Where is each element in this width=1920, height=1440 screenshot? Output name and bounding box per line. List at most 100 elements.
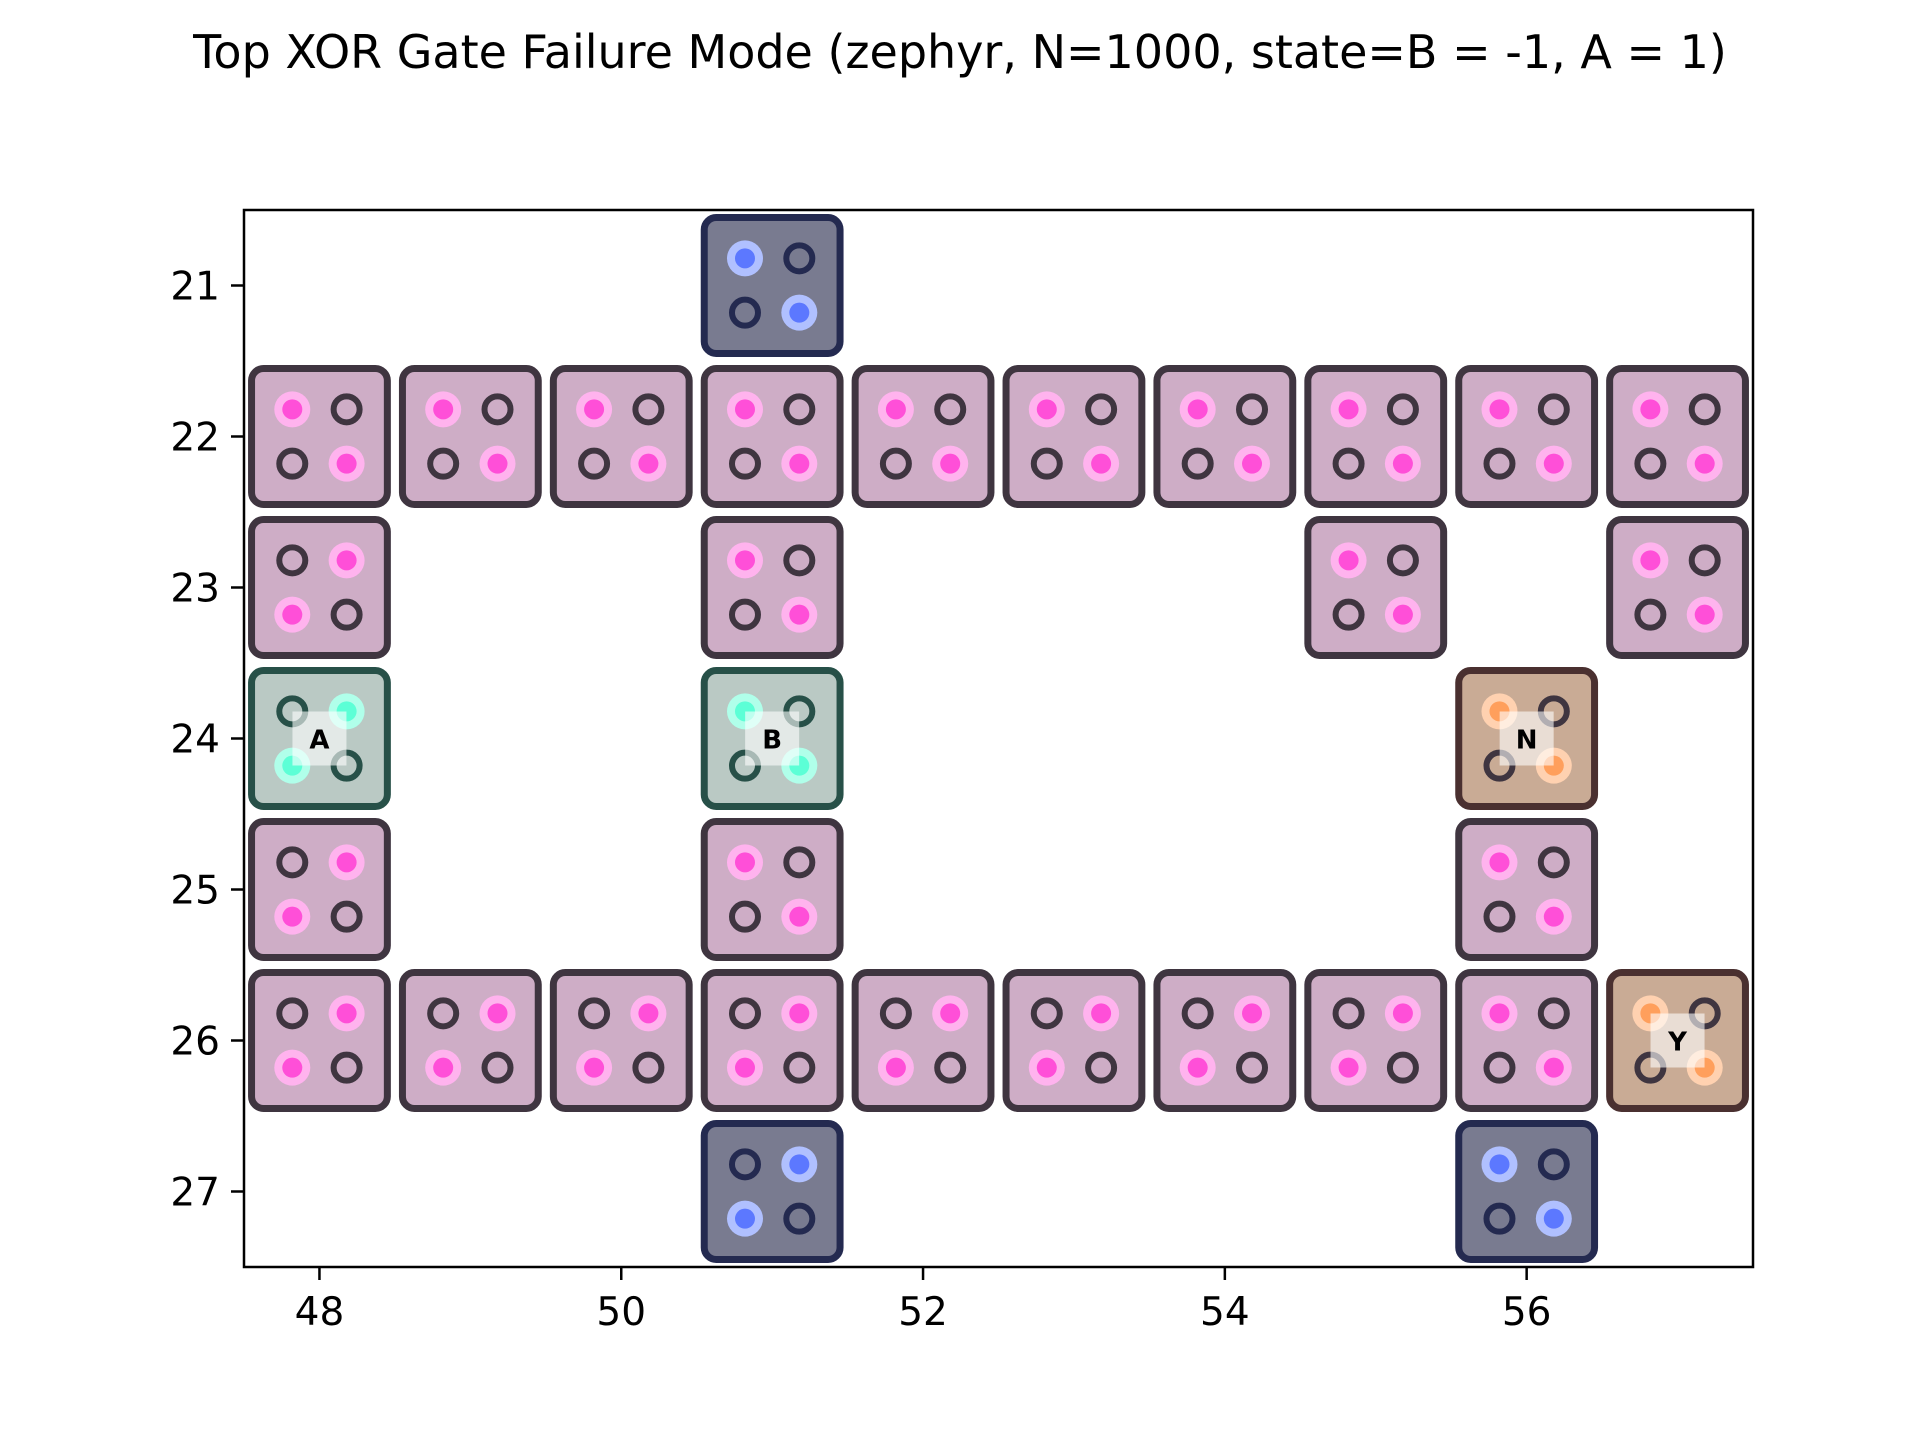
tile-body xyxy=(1606,365,1749,508)
qubit-inactive-ring xyxy=(1236,1051,1269,1084)
tile-wire xyxy=(549,365,693,508)
y-tick-label: 26 xyxy=(170,1020,220,1065)
qubit-active-dot xyxy=(336,453,357,474)
tile-wire xyxy=(1304,365,1448,508)
tile-wire xyxy=(1002,969,1146,1112)
qubit-active-dot xyxy=(282,399,303,420)
qubit-inactive-ring xyxy=(578,447,611,480)
x-axis: 48 50 52 54 56 xyxy=(295,1267,1551,1335)
tile-label-box xyxy=(745,711,800,766)
tile-wire xyxy=(851,365,995,508)
x-tick-label: 52 xyxy=(898,1290,948,1335)
qubit-inactive-ring xyxy=(1537,695,1570,728)
tile-output: N xyxy=(1455,667,1599,810)
tile-body xyxy=(700,214,844,357)
qubit-inactive-ring xyxy=(1483,900,1516,933)
tile-body xyxy=(1455,818,1599,961)
tile-wire xyxy=(700,516,844,659)
x-tick-label: 48 xyxy=(295,1290,345,1335)
y-tick-label: 27 xyxy=(170,1171,220,1216)
qubit-active-dot xyxy=(1091,1003,1112,1024)
chart-title: Top XOR Gate Failure Mode (zephyr, N=100… xyxy=(192,25,1727,79)
qubit-active-dot xyxy=(282,1057,303,1078)
tile-body xyxy=(398,365,542,508)
qubit-active-dot xyxy=(940,1003,961,1024)
qubit-inactive-ring xyxy=(1030,997,1063,1030)
tile-body xyxy=(1304,969,1448,1112)
qubit-inactive-ring xyxy=(330,749,363,782)
y-tick-label: 22 xyxy=(170,416,220,461)
y-tick-label: 25 xyxy=(170,869,220,914)
tile-body xyxy=(398,969,542,1112)
qubit-inactive-ring xyxy=(427,447,460,480)
qubit-active-dot xyxy=(433,399,454,420)
qubit-inactive-ring xyxy=(276,997,309,1030)
tile-wire xyxy=(248,516,391,659)
tile-wire xyxy=(1606,516,1749,659)
tile-label-box xyxy=(1650,1013,1705,1068)
qubit-active-dot xyxy=(1338,399,1359,420)
tile-body xyxy=(700,1120,844,1263)
tile-wire xyxy=(1455,969,1599,1112)
qubit-active-dot xyxy=(1091,453,1112,474)
qubit-inactive-ring xyxy=(728,447,761,480)
qubit-inactive-ring xyxy=(934,1051,967,1084)
qubit-inactive-ring xyxy=(1332,997,1365,1030)
qubit-inactive-ring xyxy=(1386,1051,1419,1084)
qubit-inactive-ring xyxy=(728,296,761,329)
tile-body xyxy=(700,516,844,659)
tile-body xyxy=(248,365,391,508)
tile-output: Y xyxy=(1606,969,1749,1112)
qubit-active-dot xyxy=(433,1057,454,1078)
qubit-inactive-ring xyxy=(1688,997,1721,1030)
qubit-active-dot xyxy=(734,1057,755,1078)
qubit-inactive-ring xyxy=(728,997,761,1030)
qubit-inactive-ring xyxy=(481,1051,514,1084)
tile-anchor xyxy=(1455,1120,1599,1263)
qubit-inactive-ring xyxy=(276,544,309,577)
tile-body xyxy=(549,969,693,1112)
tile-body xyxy=(1304,516,1448,659)
qubit-inactive-ring xyxy=(1688,393,1721,426)
qubit-active-dot xyxy=(734,852,755,873)
qubit-active-dot xyxy=(1036,1057,1057,1078)
tile-input: B xyxy=(700,667,844,810)
qubit-inactive-ring xyxy=(330,393,363,426)
tile-body xyxy=(851,969,995,1112)
qubit-inactive-ring xyxy=(1537,393,1570,426)
qubit-active-dot xyxy=(282,604,303,625)
qubit-inactive-ring xyxy=(783,393,816,426)
qubit-inactive-ring xyxy=(330,1051,363,1084)
y-tick-label: 21 xyxy=(170,265,220,310)
qubit-inactive-ring xyxy=(783,695,816,728)
qubit-inactive-ring xyxy=(728,598,761,631)
qubit-inactive-ring xyxy=(879,447,912,480)
tile-body xyxy=(248,516,391,659)
qubit-inactive-ring xyxy=(783,1202,816,1235)
y-tick-label: 23 xyxy=(170,567,220,612)
qubit-active-dot xyxy=(734,248,755,269)
tile-label: Y xyxy=(1667,1028,1688,1058)
tile-wire xyxy=(1606,365,1749,508)
qubit-inactive-ring xyxy=(1085,1051,1118,1084)
qubit-active-dot xyxy=(789,1003,810,1024)
qubit-active-dot xyxy=(885,399,906,420)
tile-wire xyxy=(700,365,844,508)
qubit-inactive-ring xyxy=(728,900,761,933)
tile-wire xyxy=(700,818,844,961)
qubit-inactive-ring xyxy=(1181,997,1214,1030)
qubit-inactive-ring xyxy=(1085,393,1118,426)
qubit-inactive-ring xyxy=(330,598,363,631)
qubit-active-dot xyxy=(1242,1003,1263,1024)
qubit-active-dot xyxy=(1392,604,1413,625)
tile-label-box xyxy=(292,711,347,766)
qubit-active-dot xyxy=(1392,453,1413,474)
qubit-inactive-ring xyxy=(276,846,309,879)
qubit-active-dot xyxy=(336,550,357,571)
qubit-active-dot xyxy=(336,852,357,873)
qubit-active-dot xyxy=(1489,1003,1510,1024)
qubit-active-dot xyxy=(1694,453,1715,474)
qubit-inactive-ring xyxy=(481,393,514,426)
qubit-active-dot xyxy=(1242,453,1263,474)
